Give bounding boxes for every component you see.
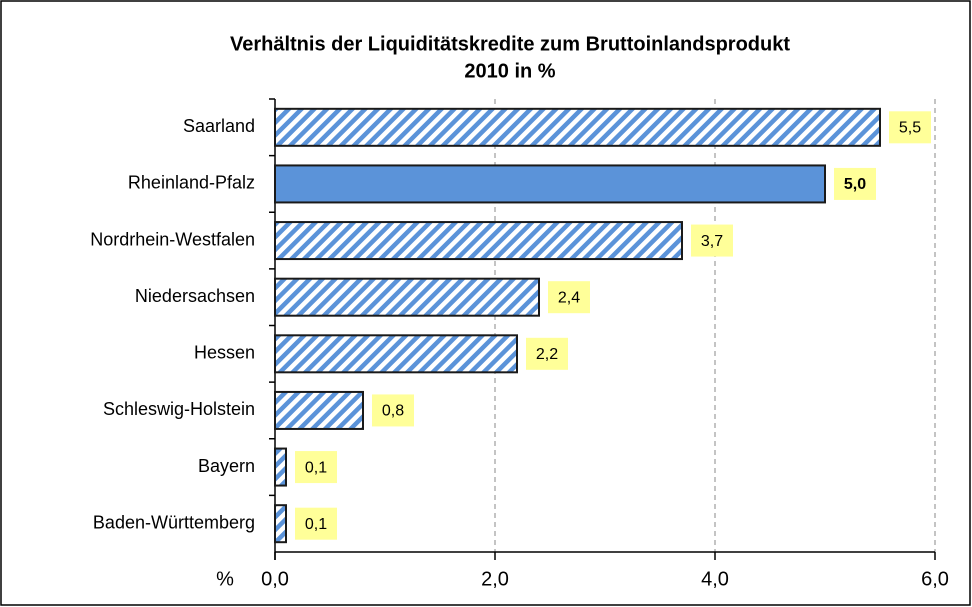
x-tick-label: 6,0 bbox=[921, 568, 949, 590]
value-label-bg bbox=[372, 394, 414, 427]
bar bbox=[274, 277, 540, 317]
y-tick-label: Nordrhein-Westfalen bbox=[90, 229, 255, 249]
value-label: 3,7 bbox=[701, 233, 723, 250]
value-label: 5,5 bbox=[899, 120, 921, 137]
value-label-bg bbox=[526, 337, 568, 370]
bar bbox=[274, 164, 826, 204]
y-tick-label: Baden-Württemberg bbox=[93, 512, 255, 532]
chart-title: 2010 in % bbox=[464, 60, 555, 82]
y-tick-label: Saarland bbox=[183, 116, 255, 136]
bar bbox=[274, 107, 881, 147]
value-label: 0,8 bbox=[382, 403, 404, 420]
bar bbox=[274, 390, 364, 430]
x-tick-label: 2,0 bbox=[481, 568, 509, 590]
y-tick-label: Niedersachsen bbox=[135, 286, 255, 306]
x-tick-label: 0,0 bbox=[261, 568, 289, 590]
chart-title: Verhältnis der Liquiditätskredite zum Br… bbox=[230, 33, 790, 55]
value-label-bg bbox=[889, 111, 931, 144]
y-tick-label: Bayern bbox=[198, 456, 255, 476]
value-label-bg bbox=[691, 224, 733, 257]
value-label: 0,1 bbox=[305, 459, 327, 476]
value-label: 2,4 bbox=[558, 289, 580, 306]
x-axis-label: % bbox=[216, 568, 234, 590]
value-label-bg bbox=[295, 451, 337, 484]
value-label-bg bbox=[834, 167, 876, 200]
value-label: 0,1 bbox=[305, 516, 327, 533]
y-tick-label: Rheinland-Pfalz bbox=[128, 173, 255, 193]
bar bbox=[274, 504, 287, 544]
value-label-bg bbox=[295, 507, 337, 540]
bar bbox=[274, 447, 287, 487]
bar bbox=[274, 221, 683, 261]
bar bbox=[274, 334, 518, 374]
value-label: 2,2 bbox=[536, 346, 558, 363]
value-label-bg bbox=[548, 281, 590, 314]
value-label: 5,0 bbox=[844, 176, 866, 193]
y-tick-label: Hessen bbox=[194, 343, 255, 363]
x-tick-label: 4,0 bbox=[701, 568, 729, 590]
y-tick-label: Schleswig-Holstein bbox=[103, 399, 255, 419]
